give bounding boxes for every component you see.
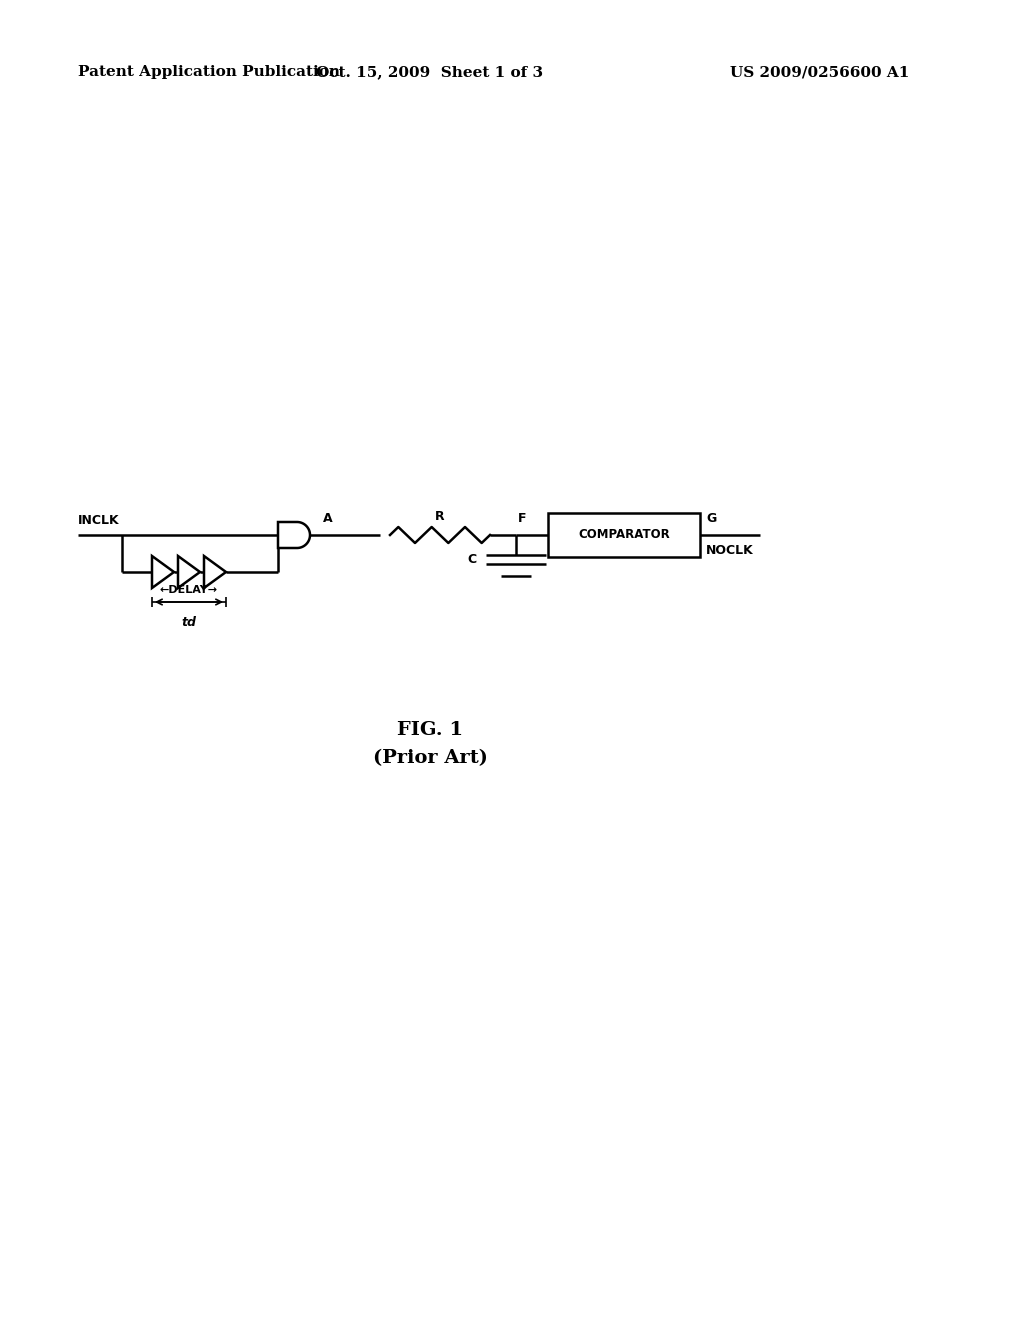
Text: INCLK: INCLK [78, 515, 120, 528]
Text: COMPARATOR: COMPARATOR [579, 528, 670, 541]
Text: C: C [467, 553, 476, 566]
Text: R: R [435, 511, 444, 524]
Text: (Prior Art): (Prior Art) [373, 748, 487, 767]
Text: FIG. 1: FIG. 1 [397, 721, 463, 739]
Text: Oct. 15, 2009  Sheet 1 of 3: Oct. 15, 2009 Sheet 1 of 3 [316, 65, 544, 79]
Text: G: G [706, 512, 716, 525]
Text: Patent Application Publication: Patent Application Publication [78, 65, 340, 79]
Text: ←DELAY→: ←DELAY→ [160, 585, 218, 595]
Polygon shape [278, 521, 310, 548]
Text: F: F [518, 512, 526, 525]
Text: NOCLK: NOCLK [706, 544, 754, 557]
Text: td: td [181, 615, 197, 628]
Bar [548, 513, 700, 557]
Text: A: A [324, 512, 333, 525]
Text: US 2009/0256600 A1: US 2009/0256600 A1 [730, 65, 909, 79]
